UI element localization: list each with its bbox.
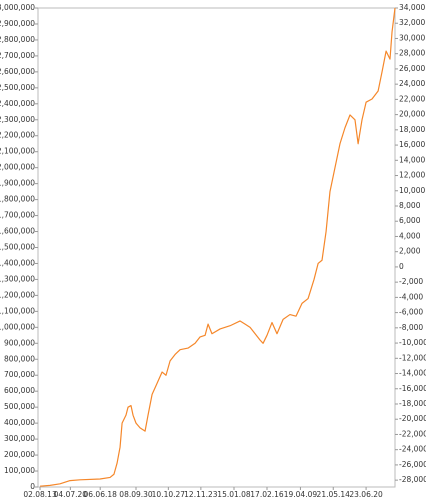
y2-tick-label: 32,000 <box>399 18 425 27</box>
y2-tick-label: -8,000 <box>399 323 423 332</box>
y2-tick-label: -4,000 <box>399 292 423 301</box>
y-tick-label: 2,800,000 <box>0 35 35 44</box>
x-tick-label: 21.05.14 <box>317 490 351 499</box>
y2-tick-label: -16,000 <box>399 384 426 393</box>
y2-tick-label: 16,000 <box>399 140 425 149</box>
y-tick-label: 1,100,000 <box>0 306 35 315</box>
y2-tick-label: -12,000 <box>399 353 426 362</box>
y2-tick-label: -6,000 <box>399 308 423 317</box>
y-tick-label: 2,300,000 <box>0 115 35 124</box>
y2-tick-label: 24,000 <box>399 79 425 88</box>
y2-tick-label: 4,000 <box>399 231 421 240</box>
y-tick-label: 1,200,000 <box>0 290 35 299</box>
y-tick-label: 1,400,000 <box>0 258 35 267</box>
y-tick-label: 100,000 <box>4 466 35 475</box>
plot-frame <box>37 7 396 488</box>
y2-tick-label: 26,000 <box>399 64 425 73</box>
y-tick-label: 2,400,000 <box>0 99 35 108</box>
y-tick-label: 1,000,000 <box>0 322 35 331</box>
y2-tick-label: 10,000 <box>399 186 425 195</box>
y2-tick-label: 20,000 <box>399 110 425 119</box>
y-tick-label: 200,000 <box>4 450 35 459</box>
y-tick-label: 400,000 <box>4 418 35 427</box>
y-tick-label: 2,600,000 <box>0 67 35 76</box>
y2-tick-label: 8,000 <box>399 201 421 210</box>
y2-tick-label: -26,000 <box>399 460 426 469</box>
y2-tick-label: 14,000 <box>399 155 425 164</box>
y2-tick-label: -18,000 <box>399 399 426 408</box>
y2-tick-label: -14,000 <box>399 369 426 378</box>
y2-tick-label: 18,000 <box>399 125 425 134</box>
y2-tick-label: -2,000 <box>399 277 423 286</box>
x-tick-label: 10.10.27 <box>152 490 186 499</box>
y-tick-label: 1,700,000 <box>0 211 35 220</box>
x-tick-label: 12.11.23 <box>184 490 218 499</box>
data-line <box>39 7 396 487</box>
y-tick-label: 500,000 <box>4 402 35 411</box>
x-tick-label: 04.07.20 <box>54 490 88 499</box>
y-tick-label: 2,200,000 <box>0 131 35 140</box>
y2-tick-label: -28,000 <box>399 475 426 484</box>
x-tick-label: 15.01.08 <box>217 490 251 499</box>
y-tick-label: 1,800,000 <box>0 195 35 204</box>
y2-tick-label: 28,000 <box>399 49 425 58</box>
y2-tick-label: -22,000 <box>399 429 426 438</box>
y-tick-label: 1,600,000 <box>0 227 35 236</box>
x-tick-label: 17.02.16 <box>250 490 284 499</box>
y2-tick-label: 34,000 <box>399 3 425 12</box>
y2-tick-label: 30,000 <box>399 33 425 42</box>
y-tick-label: 600,000 <box>4 386 35 395</box>
y-tick-label: 2,900,000 <box>0 19 35 28</box>
x-tick-label: 02.08.13 <box>23 490 57 499</box>
y2-tick-label: 2,000 <box>399 247 421 256</box>
y2-tick-label: -20,000 <box>399 414 426 423</box>
y-tick-label: 2,100,000 <box>0 147 35 156</box>
y-tick-label: 3,000,000 <box>0 3 35 12</box>
y-tick-label: 900,000 <box>4 338 35 347</box>
y2-tick-label: -10,000 <box>399 338 426 347</box>
y2-tick-label: 6,000 <box>399 216 421 225</box>
y2-tick-label: 0 <box>399 262 404 271</box>
y2-tick-label: 22,000 <box>399 94 425 103</box>
y2-tick-label: 12,000 <box>399 171 425 180</box>
y-tick-label: 800,000 <box>4 354 35 363</box>
y-tick-label: 300,000 <box>4 434 35 443</box>
x-tick-label: 23.06.20 <box>349 490 383 499</box>
x-tick-label: 06.06.18 <box>84 490 118 499</box>
x-tick-label: 19.04.09 <box>284 490 318 499</box>
y-tick-label: 700,000 <box>4 370 35 379</box>
y-tick-label: 2,000,000 <box>0 163 35 172</box>
y2-tick-label: -24,000 <box>399 445 426 454</box>
y-tick-label: 1,900,000 <box>0 179 35 188</box>
y-tick-label: 1,500,000 <box>0 243 35 252</box>
y-tick-label: 0 <box>30 482 35 491</box>
y-tick-label: 1,300,000 <box>0 274 35 283</box>
y-tick-label: 2,700,000 <box>0 51 35 60</box>
y-tick-label: 2,500,000 <box>0 83 35 92</box>
x-tick-label: 08.09.30 <box>119 490 153 499</box>
